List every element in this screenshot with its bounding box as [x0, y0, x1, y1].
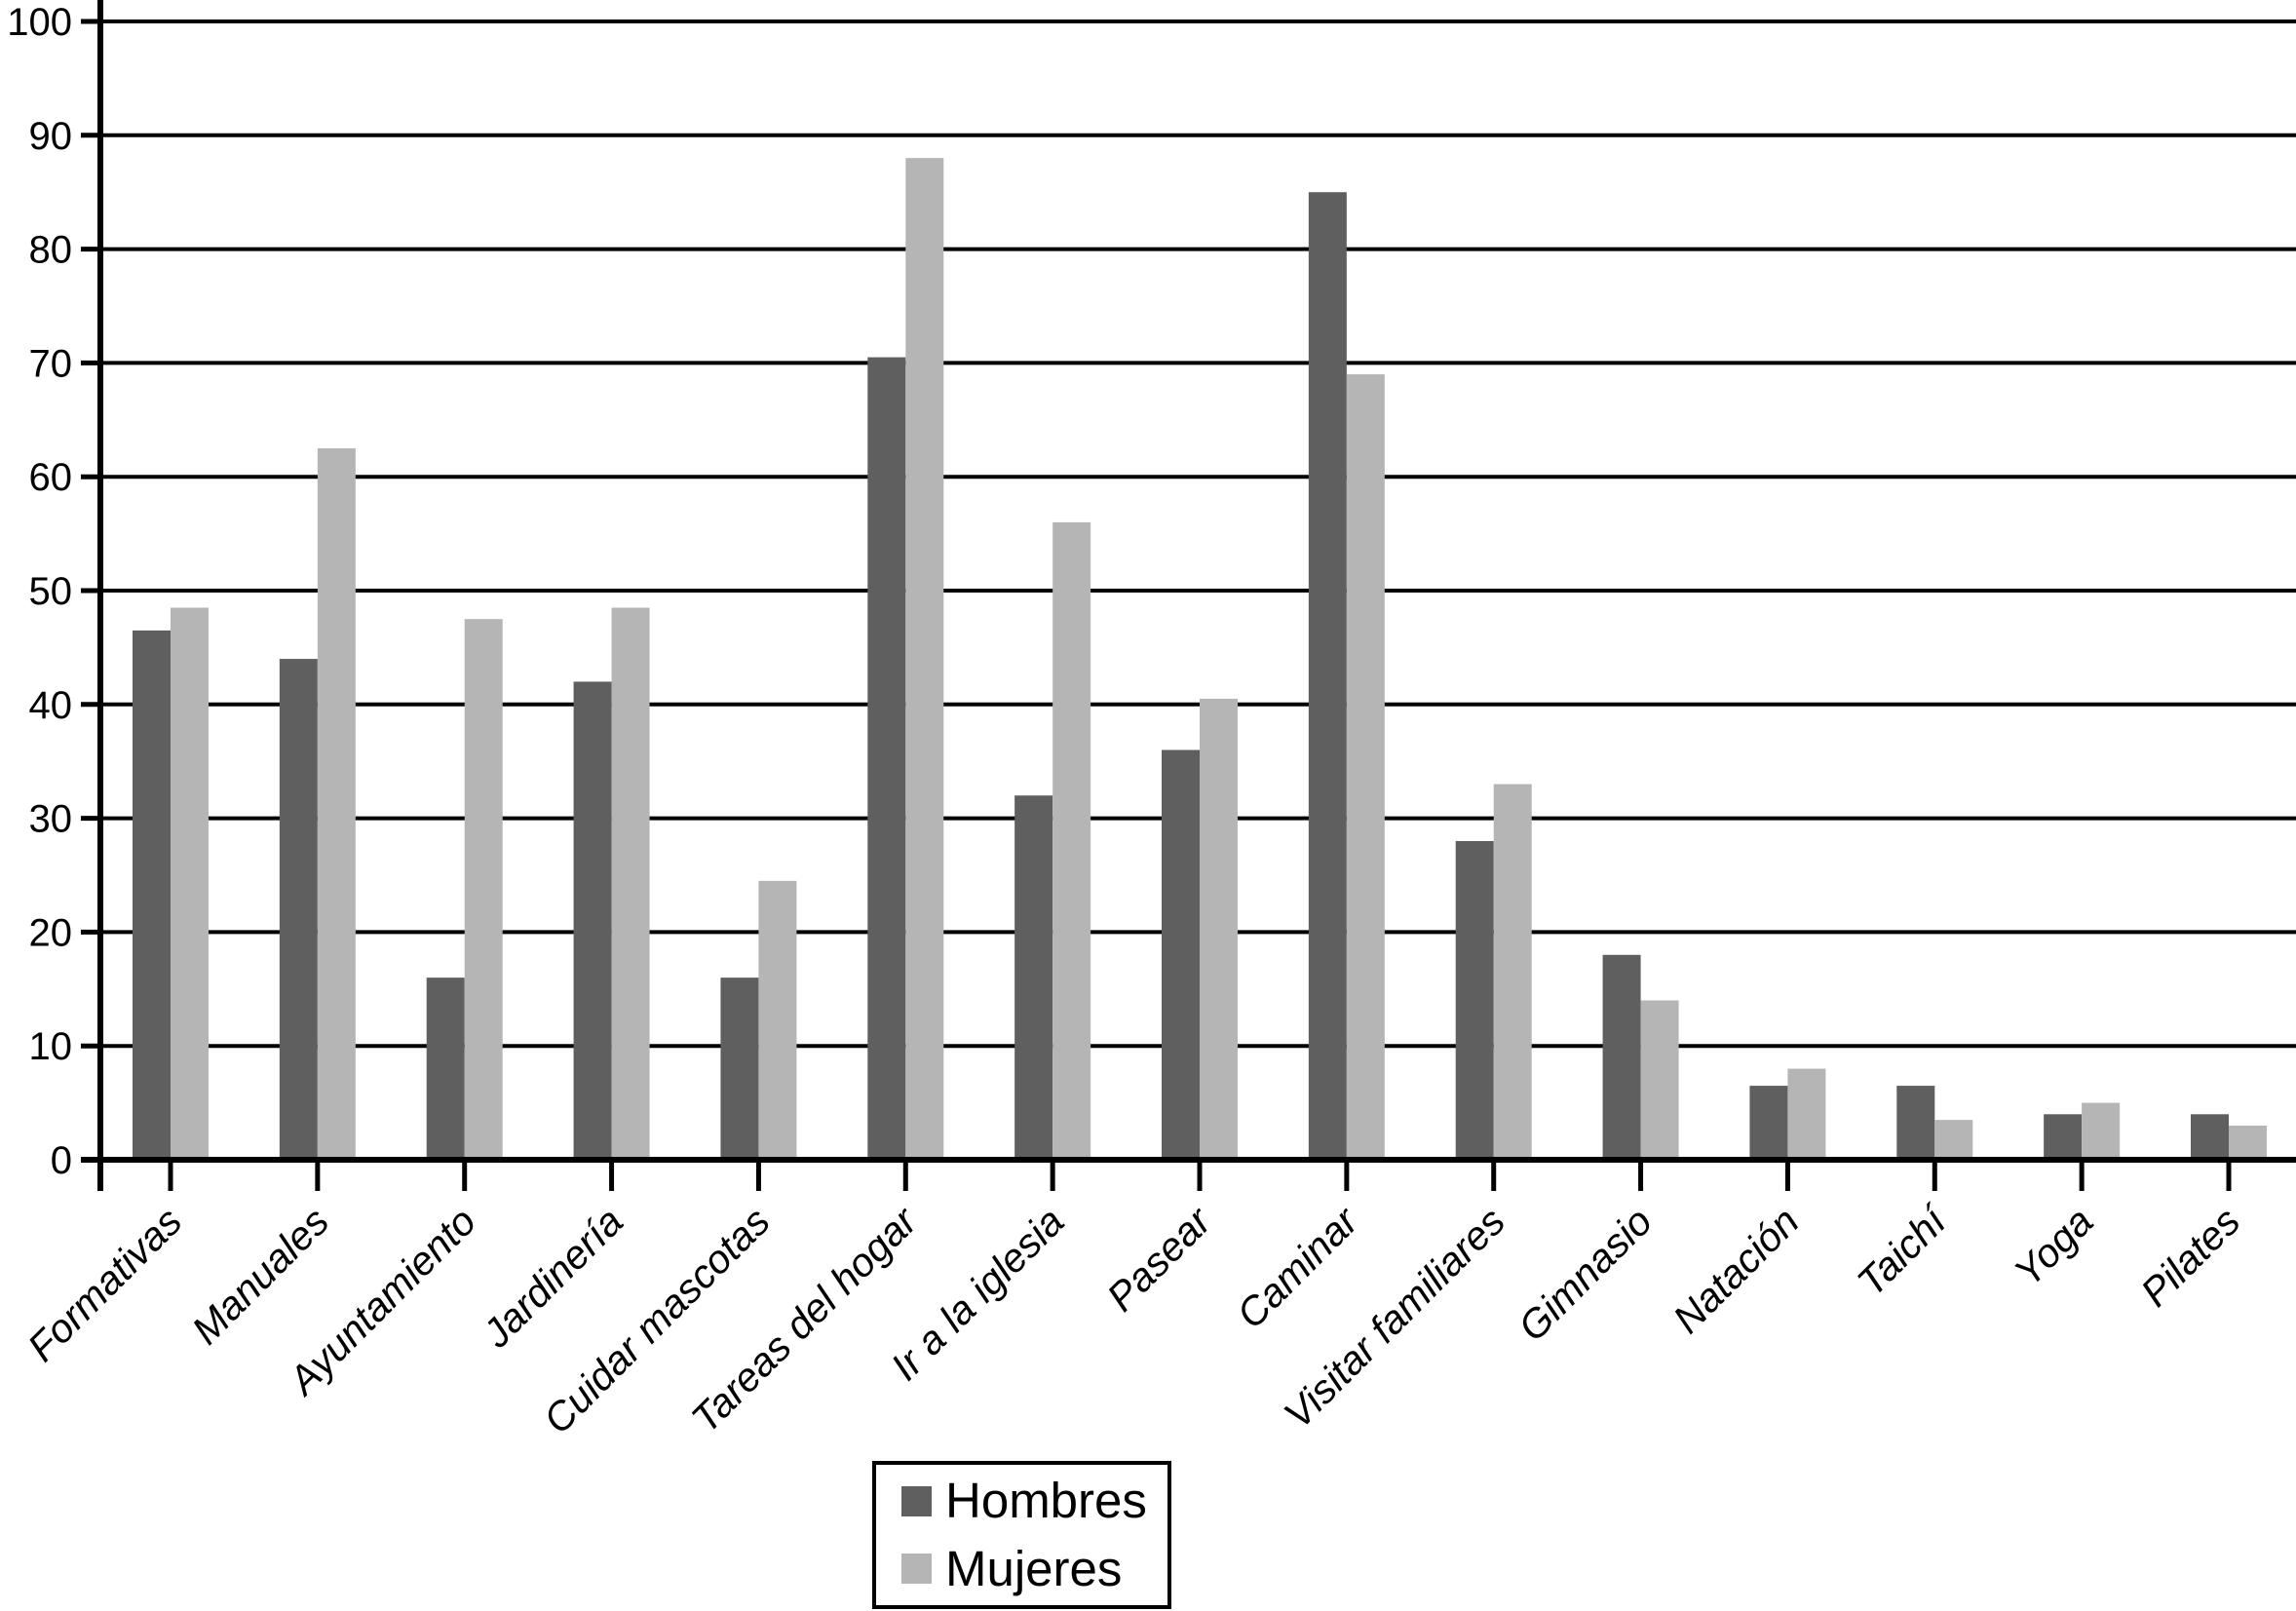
x-category-label: Yoga [2006, 1199, 2102, 1295]
bar-mujeres-10 [1640, 1000, 1679, 1160]
bar-mujeres-3 [611, 607, 650, 1160]
x-category-label: Caminar [1228, 1197, 1368, 1337]
bar-mujeres-11 [1787, 1068, 1826, 1160]
y-tick-label: 10 [29, 1025, 73, 1068]
bar-hombres-9 [1455, 840, 1494, 1160]
x-category-label: Pilates [2132, 1199, 2249, 1316]
bar-hombres-3 [573, 681, 612, 1160]
bar-hombres-13 [2044, 1114, 2083, 1160]
bar-hombres-1 [279, 659, 318, 1160]
y-tick-label: 0 [51, 1139, 72, 1182]
x-category-label: Jardinería [474, 1199, 631, 1357]
y-tick-label: 20 [29, 911, 73, 954]
y-tick-label: 90 [29, 115, 73, 158]
y-tick-label: 100 [7, 1, 72, 44]
x-category-label: Gimnasio [1510, 1199, 1661, 1350]
x-category-label: Pasear [1098, 1197, 1221, 1320]
bar-mujeres-5 [905, 158, 944, 1160]
bar-mujeres-1 [317, 448, 356, 1160]
bar-hombres-6 [1014, 795, 1053, 1160]
bar-mujeres-13 [2082, 1102, 2121, 1160]
y-tick-label: 50 [29, 570, 73, 613]
legend-item-mujeres: Mujeres [901, 1543, 1167, 1595]
legend-label-mujeres: Mujeres [945, 1541, 1123, 1596]
bar-hombres-5 [867, 357, 906, 1160]
y-tick-label: 60 [29, 456, 73, 499]
y-tick-label: 40 [29, 684, 73, 727]
y-tick-label: 30 [29, 798, 73, 841]
x-category-label: Formativas [19, 1199, 190, 1370]
bar-hombres-2 [426, 978, 465, 1160]
legend-swatch-hombres [901, 1485, 932, 1516]
bar-mujeres-12 [1934, 1120, 1973, 1160]
legend-label-hombres: Hombres [945, 1473, 1147, 1529]
bar-hombres-0 [133, 630, 171, 1160]
bar-hombres-12 [1896, 1086, 1935, 1160]
y-tick-label: 80 [29, 229, 73, 272]
bar-mujeres-2 [464, 619, 503, 1160]
x-category-label: Manuales [183, 1199, 337, 1353]
bar-mujeres-6 [1052, 521, 1091, 1160]
y-tick-label: 70 [29, 342, 73, 385]
bar-hombres-8 [1308, 192, 1347, 1160]
bar-mujeres-4 [758, 880, 797, 1160]
legend-item-hombres: Hombres [901, 1475, 1167, 1527]
bar-hombres-11 [1749, 1086, 1788, 1160]
bar-hombres-4 [720, 978, 759, 1160]
legend: Hombres Mujeres [872, 1461, 1171, 1609]
bar-mujeres-7 [1199, 698, 1238, 1160]
bar-hombres-10 [1602, 954, 1641, 1160]
bar-mujeres-9 [1493, 784, 1532, 1160]
x-category-label: Taichí [1849, 1196, 1957, 1304]
bar-hombres-7 [1161, 749, 1200, 1160]
x-category-label: Natación [1665, 1199, 1808, 1342]
bar-mujeres-8 [1346, 374, 1385, 1161]
bar-hombres-14 [2190, 1114, 2229, 1160]
bar-mujeres-0 [171, 607, 209, 1160]
bar-mujeres-14 [2228, 1125, 2267, 1160]
legend-swatch-mujeres [901, 1553, 932, 1585]
